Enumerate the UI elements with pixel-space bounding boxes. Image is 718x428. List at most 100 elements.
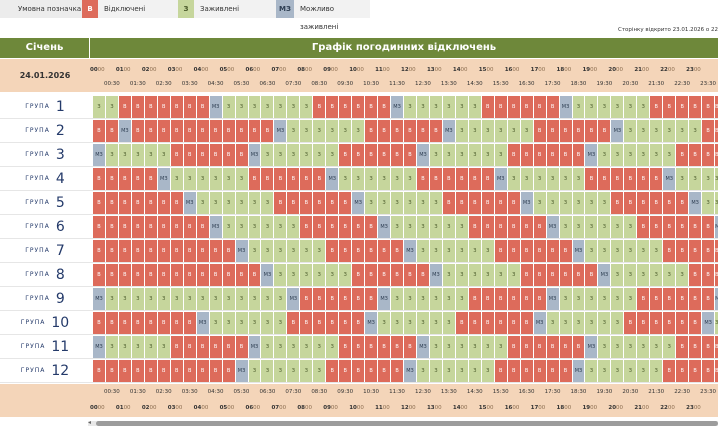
schedule-cell: В	[520, 360, 533, 382]
schedule-cell: В	[702, 120, 715, 142]
schedule-cell: В	[481, 192, 494, 214]
schedule-cell: В	[352, 216, 365, 238]
schedule-cell: В	[118, 264, 131, 286]
schedule-cell: В	[105, 264, 118, 286]
schedule-cell: В	[624, 312, 637, 334]
schedule-cell: В	[170, 192, 183, 214]
schedule-cell: З	[455, 360, 468, 382]
schedule-cell: З	[624, 144, 637, 166]
schedule-cell: З	[442, 312, 455, 334]
schedule-cell: В	[365, 264, 378, 286]
schedule-cell: В	[546, 264, 559, 286]
schedule-cell: В	[326, 360, 339, 382]
schedule-cell: З	[235, 96, 248, 118]
schedule-cell: В	[507, 360, 520, 382]
legend-title: Умовна позначка	[0, 0, 82, 18]
schedule-cell: З	[611, 312, 624, 334]
schedule-cell: В	[131, 264, 144, 286]
schedule-cell: З	[287, 264, 300, 286]
schedule-cell: В	[391, 120, 404, 142]
schedule-cell: З	[313, 264, 326, 286]
schedule-cell: В	[365, 288, 378, 310]
schedule-cell: В	[520, 240, 533, 262]
hour-label: 0900	[323, 405, 338, 411]
group-label: ГРУПА 10	[0, 311, 90, 334]
half-hour-label: 20:30	[622, 389, 639, 395]
schedule-cell: З	[183, 168, 196, 190]
schedule-cell: МЗ	[118, 120, 131, 142]
schedule-cell: З	[611, 96, 624, 118]
schedule-cell: З	[417, 240, 429, 262]
half-hour-label: 07:30	[285, 81, 302, 87]
hour-label: 0000	[90, 405, 105, 411]
schedule-cell: В	[352, 312, 365, 334]
schedule-cell: МЗ	[93, 288, 105, 310]
group-word: ГРУПА	[20, 367, 46, 374]
schedule-cell: З	[391, 168, 404, 190]
schedule-cell: В	[391, 240, 404, 262]
schedule-cell: В	[481, 312, 494, 334]
hour-label: 1200	[401, 67, 416, 73]
half-hour-label: 01:30	[129, 81, 146, 87]
half-hour-label: 23:30	[700, 389, 716, 395]
schedule-cell: З	[637, 120, 650, 142]
half-hour-label: 22:30	[674, 81, 691, 87]
schedule-cell: В	[209, 144, 222, 166]
schedule-cell: З	[611, 264, 624, 286]
schedule-cell: В	[689, 288, 702, 310]
schedule-cell: З	[313, 240, 326, 262]
scroll-left-arrow-icon[interactable]: ◂	[88, 419, 92, 426]
schedule-cell: З	[611, 288, 624, 310]
schedule-cell: В	[533, 96, 546, 118]
schedule-cell: В	[702, 240, 715, 262]
schedule-cell: В	[494, 240, 507, 262]
schedule-cell: В	[157, 240, 170, 262]
schedule-cell: В	[183, 240, 196, 262]
schedule-cell: З	[598, 360, 611, 382]
schedule-cell: З	[559, 288, 572, 310]
hour-label: 0600	[245, 67, 261, 73]
schedule-cell: В	[339, 96, 352, 118]
schedule-cell: В	[546, 360, 559, 382]
schedule-cell: В	[468, 216, 481, 238]
schedule-cell: З	[481, 120, 494, 142]
schedule-cell: В	[118, 240, 131, 262]
schedule-cell: В	[572, 264, 585, 286]
schedule-cell: В	[676, 360, 689, 382]
schedule-cell: З	[455, 240, 468, 262]
schedule-cell: МЗ	[429, 264, 442, 286]
half-hour-label: 17:30	[544, 389, 561, 395]
schedule-cell: З	[118, 144, 131, 166]
horizontal-scrollbar[interactable]: ◂	[88, 419, 718, 426]
group-label: ГРУПА 7	[0, 239, 90, 262]
schedule-cell: В	[300, 192, 313, 214]
schedule-cell: З	[196, 288, 209, 310]
hour-label: 1000	[349, 67, 364, 73]
schedule-cell: З	[157, 144, 170, 166]
schedule-cell: З	[274, 312, 287, 334]
schedule-cell: З	[650, 264, 663, 286]
schedule-cell: З	[352, 168, 365, 190]
schedule-cell: З	[559, 192, 572, 214]
schedule-cell: З	[222, 168, 235, 190]
schedule-cell: В	[352, 360, 365, 382]
schedule-cell: В	[481, 288, 494, 310]
schedule-cell: МЗ	[93, 336, 105, 358]
schedule-cell: В	[157, 216, 170, 238]
schedule-cell: В	[274, 168, 287, 190]
schedule-cell: МЗ	[702, 312, 715, 334]
schedule-cell: З	[274, 288, 287, 310]
scroll-thumb[interactable]	[96, 421, 718, 426]
schedule-cell: В	[676, 240, 689, 262]
schedule-cell: В	[546, 240, 559, 262]
group-row: ГРУПА 11 МЗ З З З З З В В В В В В МЗ З З З З З З В В В В В В МЗ З З З З…	[0, 335, 718, 359]
hour-label: 0200	[141, 405, 157, 411]
schedule-cell: В	[131, 96, 144, 118]
schedule-cell: З	[468, 240, 481, 262]
schedule-cell: В	[676, 144, 689, 166]
schedule-cell: В	[650, 96, 663, 118]
schedule-cell: З	[209, 192, 222, 214]
schedule-cell: В	[702, 336, 715, 358]
schedule-cell: З	[417, 96, 429, 118]
hour-label: 1100	[375, 405, 390, 411]
